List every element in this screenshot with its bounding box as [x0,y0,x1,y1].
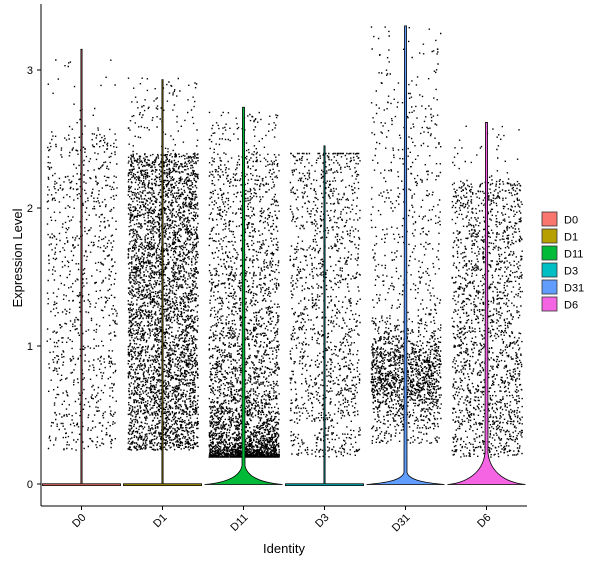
y-tick-label: 2 [27,203,33,215]
legend-label: D6 [564,300,578,312]
legend-item-d6: D6 [541,296,578,312]
jitter-points [46,26,523,458]
legend-swatch [541,296,558,312]
legend-swatch [541,211,558,227]
legend-item-d1: D1 [541,228,578,244]
y-tick-label: 0 [27,479,33,491]
y-tick-label: 3 [27,65,33,77]
points-d11 [208,111,280,458]
x-tick-label-d6: D6 [475,512,493,530]
legend: D0 D1 D11 D3 D31 D6 [541,211,584,312]
violin-d3 [285,145,364,486]
legend-swatch [541,228,558,244]
legend-item-d0: D0 [541,211,578,227]
violin-d1 [123,79,202,486]
legend-label: D3 [564,266,578,278]
x-tick-label-d11: D11 [228,512,250,534]
violin-shape-d1 [123,79,202,486]
y-tick-label: 1 [27,341,33,353]
legend-swatch [541,262,558,278]
x-tick-label-d31: D31 [390,512,413,535]
violin-shape-d0 [42,48,121,486]
points-d3 [289,152,361,458]
legend-label: D31 [564,283,584,295]
axes [40,4,527,507]
legend-item-d3: D3 [541,262,578,278]
violin-d6 [447,122,526,485]
violin-d11 [204,106,283,485]
legend-item-d11: D11 [541,245,583,261]
points-d0 [46,59,118,451]
legend-label: D1 [564,232,578,244]
x-tick-label-d0: D0 [70,512,88,530]
violin-d31 [366,25,445,485]
violin-shape-d11 [204,106,283,485]
x-axis-title: Identity [263,541,305,556]
legend-label: D0 [564,215,578,227]
violin-shape-d6 [447,122,526,485]
x-tick-label-d3: D3 [313,512,331,530]
legend-swatch [541,245,558,261]
violin-d0 [42,48,121,486]
legend-item-d31: D31 [541,279,584,295]
legend-label: D11 [564,249,583,261]
y-axis-title: Expression Level [10,208,25,307]
points-d31 [370,26,442,445]
violins [42,25,526,486]
violin-shape-d3 [285,145,364,486]
x-tick-label-d1: D1 [151,512,169,530]
y-ticks: 0 1 2 3 [27,65,41,491]
legend-swatch [541,279,558,295]
violin-shape-d31 [366,25,445,485]
x-ticks: D0 D1 D11 D3 D31 D6 [70,506,494,535]
